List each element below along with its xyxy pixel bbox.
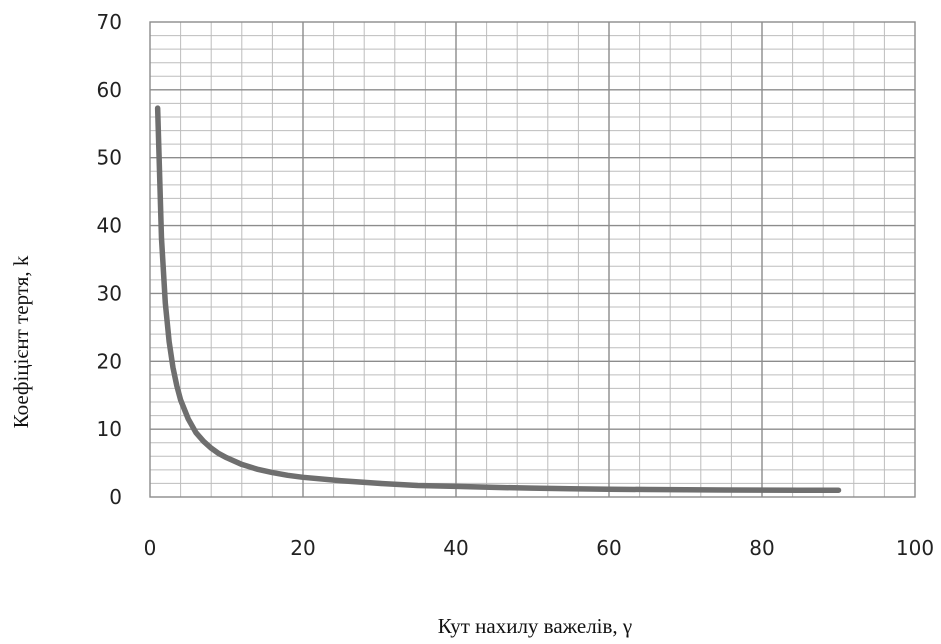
x-tick-label: 40 — [443, 536, 468, 560]
x-tick-label: 20 — [290, 536, 315, 560]
plot-border — [149, 21, 916, 498]
y-tick-labels: 0 10 20 30 40 50 60 70 — [97, 10, 122, 509]
x-tick-label: 80 — [749, 536, 774, 560]
x-axis-title: Кут нахилу важелів, γ — [438, 614, 632, 638]
x-tick-label: 60 — [596, 536, 621, 560]
y-tick-label: 60 — [97, 78, 122, 102]
y-tick-label: 40 — [97, 214, 122, 238]
x-tick-labels: 0 20 40 60 80 100 — [144, 536, 934, 560]
minor-gridlines — [150, 22, 915, 497]
y-tick-label: 0 — [109, 485, 122, 509]
y-tick-label: 70 — [97, 10, 122, 34]
series-line-0 — [154, 105, 842, 493]
x-tick-label: 0 — [144, 536, 157, 560]
series-layer — [154, 105, 842, 493]
y-axis-title: Коефіцієнт тертя, k — [9, 255, 33, 428]
y-tick-label: 30 — [97, 281, 122, 305]
plot-area-border — [149, 21, 916, 498]
y-tick-label: 20 — [97, 349, 122, 373]
y-tick-label: 10 — [97, 417, 122, 441]
y-tick-label: 50 — [97, 146, 122, 170]
major-gridlines — [150, 22, 915, 497]
x-tick-label: 100 — [896, 536, 934, 560]
